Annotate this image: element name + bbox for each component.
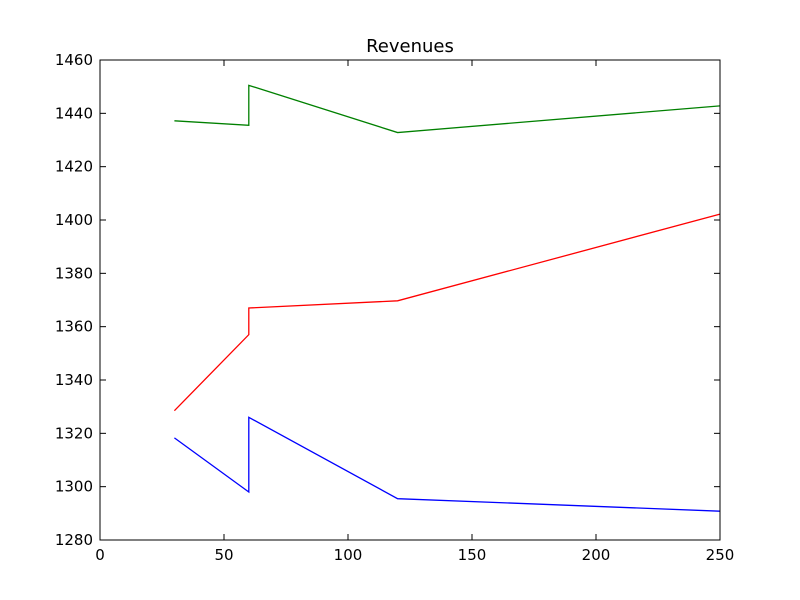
y-tick-label: 1300 xyxy=(55,478,93,496)
ticks-layer xyxy=(99,59,721,541)
plot-frame xyxy=(99,59,721,541)
y-tick-label: 1320 xyxy=(55,424,93,442)
series-line-3 xyxy=(174,416,721,512)
tick-labels-layer: 0 50 100 150 200 250 1280 1300 1320 1340 1360 1380 1… xyxy=(55,51,735,564)
x-tick-label: 100 xyxy=(334,546,363,564)
y-tick-label: 1400 xyxy=(55,211,93,229)
y-tick-label: 1340 xyxy=(55,371,93,389)
series-layer xyxy=(173,84,721,512)
y-tick-label: 1440 xyxy=(55,104,93,122)
x-tick-label: 250 xyxy=(706,546,735,564)
chart-title: Revenues xyxy=(366,36,454,57)
y-tick-label: 1460 xyxy=(55,51,93,69)
x-tick-label: 150 xyxy=(458,546,487,564)
series-line-1 xyxy=(174,84,721,134)
y-tick-label: 1380 xyxy=(55,264,93,282)
x-tick-label: 0 xyxy=(95,546,105,564)
y-tick-label: 1280 xyxy=(55,531,93,549)
y-tick-label: 1360 xyxy=(55,318,93,336)
x-tick-label: 200 xyxy=(582,546,611,564)
y-tick-label: 1420 xyxy=(55,158,93,176)
series-line-2 xyxy=(173,213,721,412)
x-tick-label: 50 xyxy=(214,546,233,564)
